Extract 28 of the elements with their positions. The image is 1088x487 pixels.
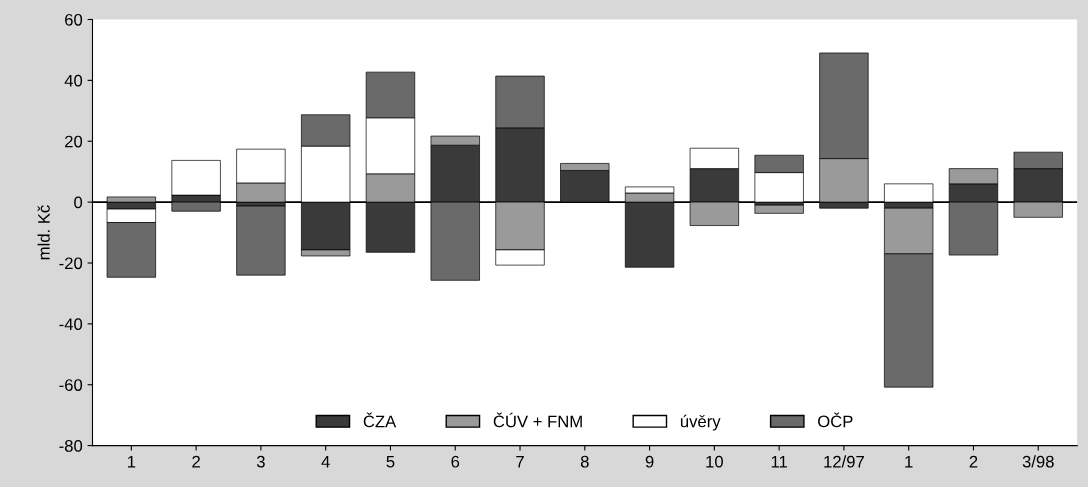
x-tick-label: 2 <box>192 455 200 468</box>
x-tick-label: 10 <box>706 455 723 468</box>
legend-label: úvěry <box>680 414 721 431</box>
x-tick-label: 4 <box>321 455 330 468</box>
x-tick-label: 8 <box>580 455 589 468</box>
legend-label: ČZA <box>363 412 397 428</box>
x-tick-label: 6 <box>451 455 460 468</box>
y-tick-label: -80 <box>59 440 83 452</box>
x-tick-label: 2 <box>969 455 978 468</box>
x-tick-label: 12/97 <box>824 455 864 468</box>
y-axis-title: mld. Kč <box>37 205 50 260</box>
x-tick-label: 3 <box>256 455 265 468</box>
x-tick-label: 1 <box>127 455 136 468</box>
y-tick-label: -40 <box>59 318 83 331</box>
x-tick-label: 3/98 <box>1022 455 1054 468</box>
y-tick-label: -20 <box>59 257 83 270</box>
y-tick-label: 20 <box>65 135 83 148</box>
legend-label: ČÚV + FNM <box>493 412 582 428</box>
x-tick-label: 9 <box>645 455 654 468</box>
y-tick-label: 40 <box>64 74 83 87</box>
x-tick-label: 1 <box>905 455 913 468</box>
x-tick-label: 5 <box>386 455 395 468</box>
y-tick-label: 60 <box>65 13 83 26</box>
legend-label: OČP <box>818 412 853 428</box>
y-tick-label: -60 <box>59 379 83 391</box>
x-tick-label: 11 <box>771 455 787 468</box>
x-tick-label: 7 <box>516 455 524 468</box>
y-tick-label: 0 <box>74 196 83 209</box>
